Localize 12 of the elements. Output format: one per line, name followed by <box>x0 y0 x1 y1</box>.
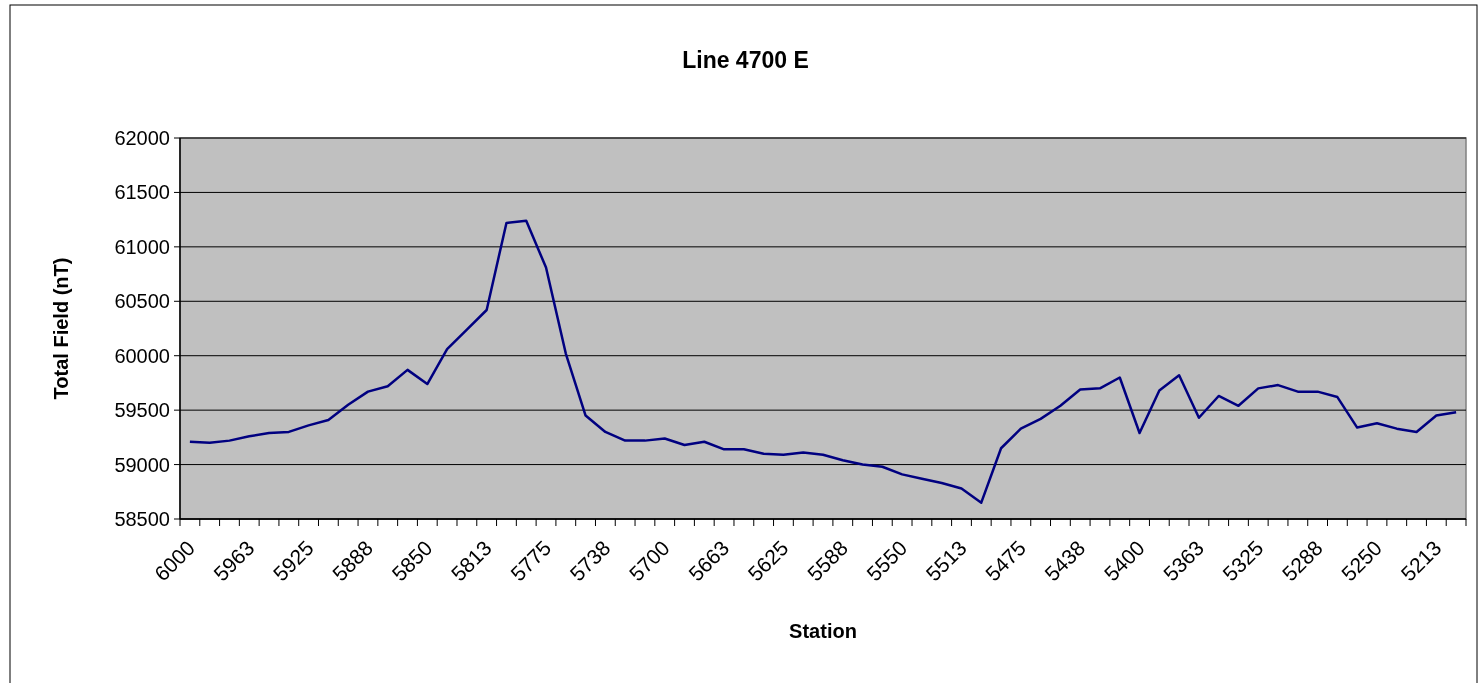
y-tick-label: 60000 <box>114 344 170 367</box>
y-tick-label: 59000 <box>114 453 170 476</box>
y-tick-label: 61000 <box>114 235 170 258</box>
y-tick-label: 62000 <box>114 127 170 149</box>
y-tick-label: 58500 <box>114 508 170 530</box>
y-tick-label: 60500 <box>114 290 170 313</box>
y-tick-label: 61500 <box>114 181 170 204</box>
chart-title: Line 4700 E <box>682 47 809 73</box>
line-series <box>188 219 1458 504</box>
y-axis-title: Total Field (nT) <box>50 257 72 400</box>
x-axis-title: Station <box>789 620 857 642</box>
y-tick-label: 59500 <box>114 399 170 422</box>
